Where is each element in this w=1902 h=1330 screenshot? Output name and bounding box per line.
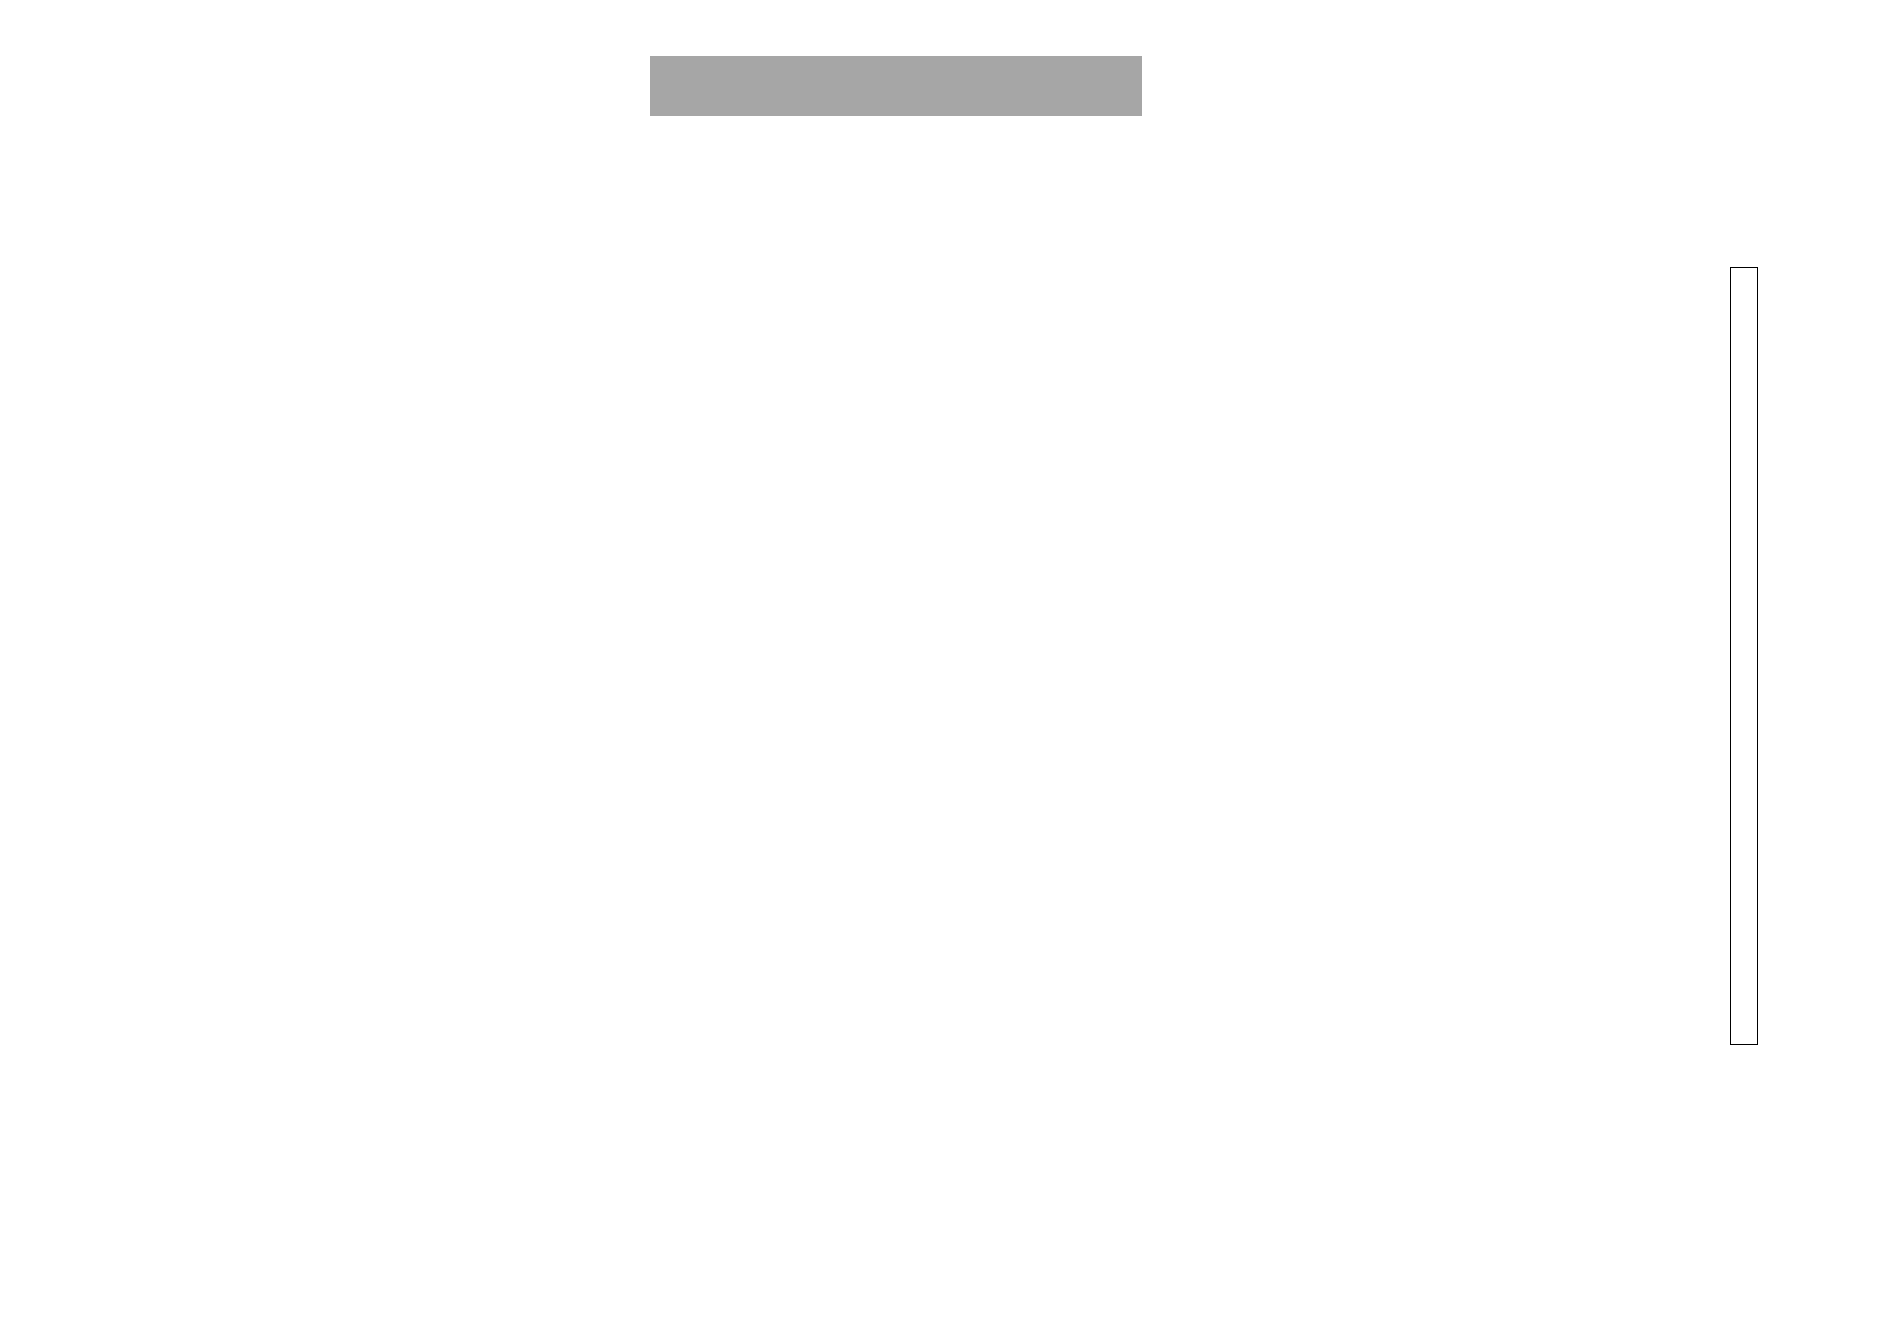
vtec-axis-label	[53, 252, 146, 282]
s4-axis-label	[46, 783, 144, 813]
sigma-phi-axis-label	[43, 1058, 141, 1087]
rot-axis-label	[46, 518, 139, 547]
annotation	[160, 99, 1702, 171]
page-title	[650, 56, 1142, 116]
colorbar	[1730, 267, 1758, 1045]
